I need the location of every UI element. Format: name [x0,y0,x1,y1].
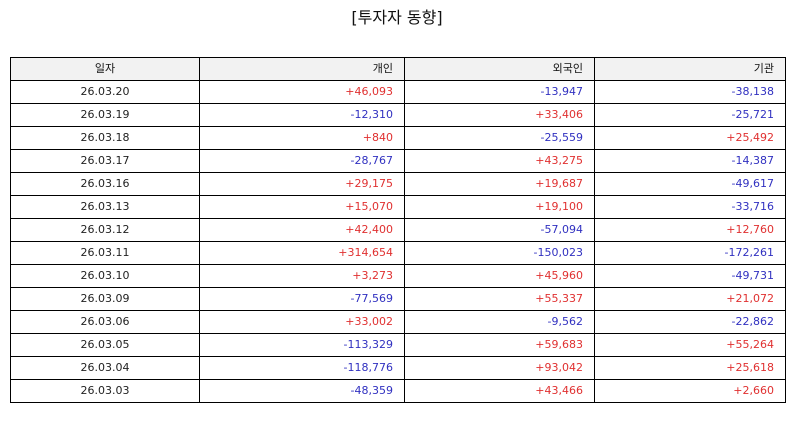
table-row: 26.03.12 +42,400 -57,094 +12,760 [10,218,786,242]
table-row: 26.03.11 +314,654 -150,023 -172,261 [10,241,786,265]
cell-foreign: +33,406 [404,103,595,127]
table-header: 일자 개인 외국인 기관 [10,57,786,81]
cell-date: 26.03.19 [10,103,200,127]
cell-institution: -14,387 [594,149,786,173]
cell-date: 26.03.10 [10,264,200,288]
cell-institution: +55,264 [594,333,786,357]
cell-institution: -22,862 [594,310,786,334]
cell-institution: -33,716 [594,195,786,219]
table-row: 26.03.03 -48,359 +43,466 +2,660 [10,379,786,403]
table-row: 26.03.17 -28,767 +43,275 -14,387 [10,149,786,173]
table-body: 26.03.20 +46,093 -13,947 -38,138 26.03.19 -12… [10,80,786,403]
cell-date: 26.03.13 [10,195,200,219]
cell-institution: +2,660 [594,379,786,403]
table-row: 26.03.20 +46,093 -13,947 -38,138 [10,80,786,104]
cell-foreign: +45,960 [404,264,595,288]
cell-date: 26.03.06 [10,310,200,334]
table-row: 26.03.13 +15,070 +19,100 -33,716 [10,195,786,219]
cell-institution: -49,731 [594,264,786,288]
header-individual: 개인 [199,57,405,81]
table-row: 26.03.04 -118,776 +93,042 +25,618 [10,356,786,380]
cell-individual: -12,310 [199,103,405,127]
cell-foreign: +55,337 [404,287,595,311]
cell-individual: +46,093 [199,80,405,104]
header-date: 일자 [10,57,200,81]
cell-individual: +15,070 [199,195,405,219]
cell-individual: -28,767 [199,149,405,173]
cell-date: 26.03.05 [10,333,200,357]
cell-date: 26.03.09 [10,287,200,311]
cell-foreign: -57,094 [404,218,595,242]
header-foreign: 외국인 [404,57,595,81]
cell-date: 26.03.16 [10,172,200,196]
cell-date: 26.03.03 [10,379,200,403]
cell-institution: -25,721 [594,103,786,127]
table-row: 26.03.19 -12,310 +33,406 -25,721 [10,103,786,127]
cell-foreign: -13,947 [404,80,595,104]
cell-foreign: +43,466 [404,379,595,403]
cell-individual: +42,400 [199,218,405,242]
table-row: 26.03.18 +840 -25,559 +25,492 [10,126,786,150]
cell-foreign: -25,559 [404,126,595,150]
cell-foreign: -150,023 [404,241,595,265]
cell-institution: +21,072 [594,287,786,311]
cell-foreign: +59,683 [404,333,595,357]
cell-individual: -77,569 [199,287,405,311]
cell-individual: -113,329 [199,333,405,357]
cell-institution: -49,617 [594,172,786,196]
cell-individual: +33,002 [199,310,405,334]
cell-individual: -48,359 [199,379,405,403]
table-row: 26.03.16 +29,175 +19,687 -49,617 [10,172,786,196]
table-row: 26.03.05 -113,329 +59,683 +55,264 [10,333,786,357]
cell-foreign: +19,100 [404,195,595,219]
cell-foreign: -9,562 [404,310,595,334]
cell-institution: -172,261 [594,241,786,265]
cell-date: 26.03.17 [10,149,200,173]
cell-individual: +3,273 [199,264,405,288]
cell-date: 26.03.20 [10,80,200,104]
cell-foreign: +93,042 [404,356,595,380]
header-institution: 기관 [594,57,786,81]
cell-institution: +12,760 [594,218,786,242]
investor-trend-table: 일자 개인 외국인 기관 26.03.20 +46,093 -13,947 -38,1… [10,57,786,403]
cell-institution: +25,492 [594,126,786,150]
header-row: 일자 개인 외국인 기관 [10,57,786,81]
cell-individual: -118,776 [199,356,405,380]
cell-foreign: +43,275 [404,149,595,173]
page-title: [투자자 동향] [351,8,443,27]
cell-date: 26.03.18 [10,126,200,150]
cell-individual: +840 [199,126,405,150]
table-row: 26.03.09 -77,569 +55,337 +21,072 [10,287,786,311]
table-row: 26.03.10 +3,273 +45,960 -49,731 [10,264,786,288]
cell-date: 26.03.12 [10,218,200,242]
cell-date: 26.03.11 [10,241,200,265]
cell-date: 26.03.04 [10,356,200,380]
cell-foreign: +19,687 [404,172,595,196]
cell-individual: +314,654 [199,241,405,265]
cell-institution: +25,618 [594,356,786,380]
cell-institution: -38,138 [594,80,786,104]
table-row: 26.03.06 +33,002 -9,562 -22,862 [10,310,786,334]
cell-individual: +29,175 [199,172,405,196]
